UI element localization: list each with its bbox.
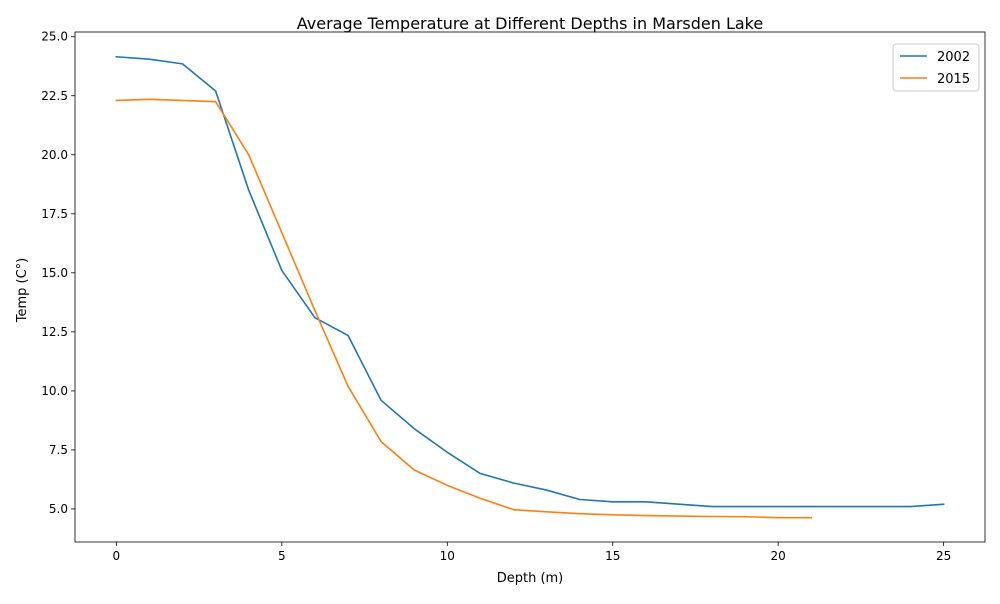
y-tick-label: 10.0	[41, 384, 68, 398]
x-axis-label: Depth (m)	[497, 571, 564, 586]
legend-label-2002: 2002	[937, 50, 970, 65]
x-tick-label: 10	[440, 549, 455, 563]
y-tick-label: 20.0	[41, 148, 68, 162]
y-tick-label: 12.5	[41, 325, 68, 339]
y-axis-label: Temp (C°)	[15, 258, 30, 324]
x-axis-ticks: 0 5 10 15 20 25	[113, 542, 951, 563]
x-tick-label: 5	[278, 549, 286, 563]
y-tick-label: 25.0	[41, 30, 68, 44]
y-tick-label: 15.0	[41, 266, 68, 280]
x-tick-label: 0	[113, 549, 121, 563]
series-line-2002	[115, 55, 945, 508]
legend: 2002 2015	[892, 43, 980, 92]
legend-label-2015: 2015	[937, 72, 970, 87]
x-tick-label: 15	[605, 549, 620, 563]
y-tick-label: 22.5	[41, 89, 68, 103]
x-tick-label: 25	[936, 549, 951, 563]
series-line-2015	[115, 98, 813, 519]
x-tick-label: 20	[771, 549, 786, 563]
plot-frame	[74, 31, 986, 543]
series-layer	[115, 55, 945, 519]
y-tick-label: 5.0	[49, 502, 68, 516]
y-axis-ticks: 5.0 7.5 10.0 12.5 15.0 17.5 20.0 22.5 25.0	[41, 30, 75, 516]
y-tick-label: 7.5	[49, 443, 68, 457]
y-tick-label: 17.5	[41, 207, 68, 221]
chart-title: Average Temperature at Different Depths …	[297, 14, 763, 33]
